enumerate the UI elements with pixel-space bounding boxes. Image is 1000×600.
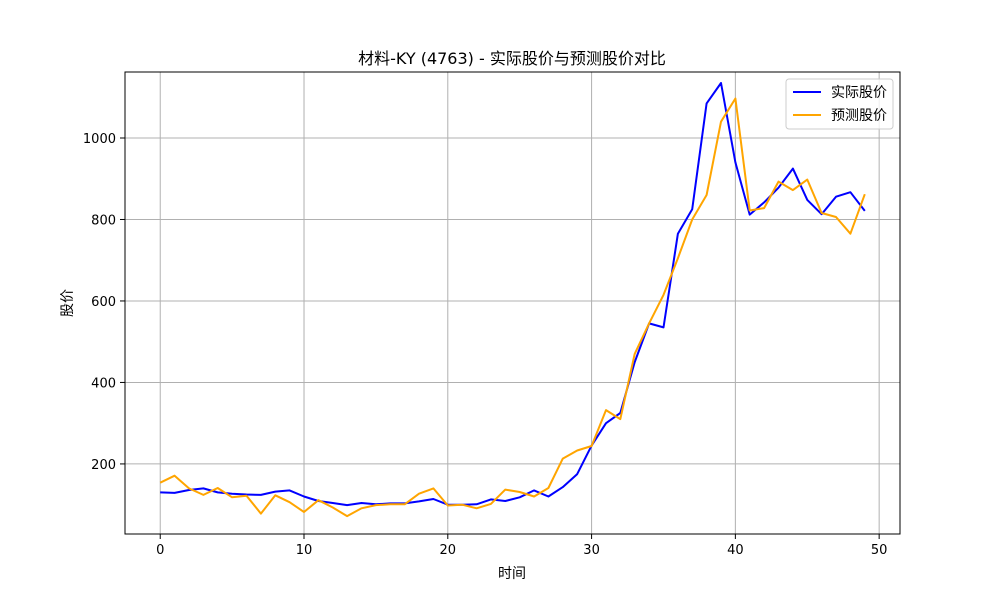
predicted-price-line (159, 97, 866, 518)
x-tick-label: 30 (583, 543, 600, 558)
plot-frame (124, 71, 901, 535)
y-tick-label: 200 (91, 458, 116, 473)
x-tick-label: 10 (296, 543, 313, 558)
grid (125, 72, 900, 534)
x-tick-label: 40 (727, 543, 744, 558)
x-tick-label: 0 (156, 543, 164, 558)
y-tick-label: 400 (91, 376, 116, 391)
y-tick-label: 1000 (83, 132, 116, 147)
y-tick-label: 600 (91, 295, 116, 310)
chart-title: 材料-KY (4763) - 实际股价与预测股价对比 (358, 49, 666, 68)
legend-label-actual: 实际股价 (831, 85, 887, 101)
x-axis-label: 时间 (498, 566, 526, 582)
ticks: 0 10 20 30 40 50 200 400 600 800 1000 (83, 132, 888, 558)
y-axis-label: 股价 (60, 289, 76, 317)
actual-price-line (160, 82, 866, 507)
x-tick-label: 20 (440, 543, 457, 558)
series-group (159, 82, 866, 518)
y-tick-label: 800 (91, 213, 116, 228)
legend: 实际股价 预测股价 (785, 78, 894, 130)
legend-label-predicted: 预测股价 (831, 108, 887, 124)
x-tick-label: 50 (871, 543, 888, 558)
